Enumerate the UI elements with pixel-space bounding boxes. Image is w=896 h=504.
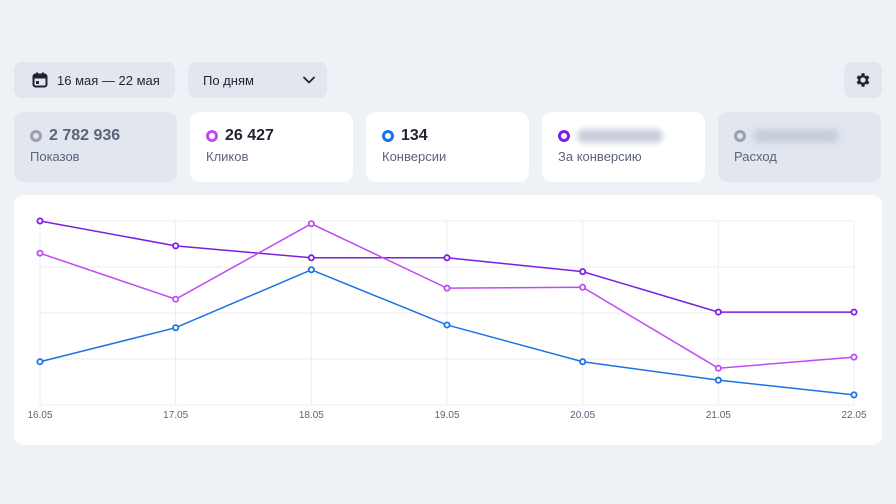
toolbar: 16 мая — 22 мая По дням — [14, 62, 882, 98]
data-point — [714, 376, 722, 384]
data-point — [579, 358, 587, 366]
metric-card-impressions[interactable]: 2 782 936 Показов — [14, 112, 177, 182]
metric-label: Расход — [734, 149, 777, 164]
data-point — [579, 268, 587, 276]
data-point — [172, 324, 180, 332]
metric-value-blurred — [577, 129, 663, 143]
date-range-button[interactable]: 16 мая — 22 мая — [14, 62, 175, 98]
metric-card-clicks[interactable]: 26 427 Кликов — [190, 112, 353, 182]
data-point — [443, 284, 451, 292]
metric-label: За конверсию — [558, 149, 642, 164]
period-select-value: По дням — [203, 72, 254, 88]
metric-label: Показов — [30, 149, 80, 164]
x-tick-label: 20.05 — [570, 410, 595, 421]
gear-icon — [856, 73, 870, 87]
x-tick-label: 17.05 — [163, 410, 188, 421]
data-point — [579, 283, 587, 291]
data-point — [172, 295, 180, 303]
metric-card-spend[interactable]: Расход — [718, 112, 881, 182]
data-point — [714, 308, 722, 316]
x-tick-label: 19.05 — [434, 410, 459, 421]
x-tick-label: 22.05 — [841, 410, 866, 421]
metric-card-cost-per-conversion[interactable]: За конверсию — [542, 112, 705, 182]
chart-panel: 16.05 17.05 18.05 19.05 20.05 21.05 22.05 — [14, 195, 882, 445]
x-tick-label: 16.05 — [27, 410, 52, 421]
calendar-icon — [32, 72, 48, 88]
metric-value: 2 782 936 — [49, 127, 121, 144]
date-range-label: 16 мая — 22 мая — [57, 72, 160, 88]
data-point — [36, 217, 44, 225]
data-point — [36, 358, 44, 366]
series-toggle-ring-icon — [30, 130, 42, 142]
series-toggle-ring-icon — [206, 130, 218, 142]
series-toggle-ring-icon — [558, 130, 570, 142]
data-point — [850, 308, 858, 316]
metric-value-blurred — [753, 129, 839, 143]
data-point — [850, 391, 858, 399]
metric-value: 134 — [401, 127, 428, 144]
line-chart: 16.05 17.05 18.05 19.05 20.05 21.05 22.05 — [27, 217, 867, 421]
metric-label: Конверсии — [382, 149, 447, 164]
series-toggle-ring-icon — [382, 130, 394, 142]
data-point — [443, 254, 451, 262]
data-point — [714, 364, 722, 372]
data-point — [307, 220, 315, 228]
chevron-down-icon — [303, 76, 315, 84]
x-tick-label: 21.05 — [706, 410, 731, 421]
metric-label: Кликов — [206, 149, 249, 164]
data-point — [850, 353, 858, 361]
series-toggle-ring-icon — [734, 130, 746, 142]
metric-value: 26 427 — [225, 127, 274, 144]
data-point — [307, 266, 315, 274]
data-point — [172, 242, 180, 250]
data-point — [307, 254, 315, 262]
data-point — [443, 321, 451, 329]
settings-button[interactable] — [844, 62, 882, 98]
data-point — [36, 249, 44, 257]
metric-card-conversions[interactable]: 134 Конверсии — [366, 112, 529, 182]
metric-cards: 2 782 936 Показов 26 427 Кликов 134 Конв… — [14, 112, 882, 182]
period-select[interactable]: По дням — [188, 62, 327, 98]
x-tick-label: 18.05 — [299, 410, 324, 421]
